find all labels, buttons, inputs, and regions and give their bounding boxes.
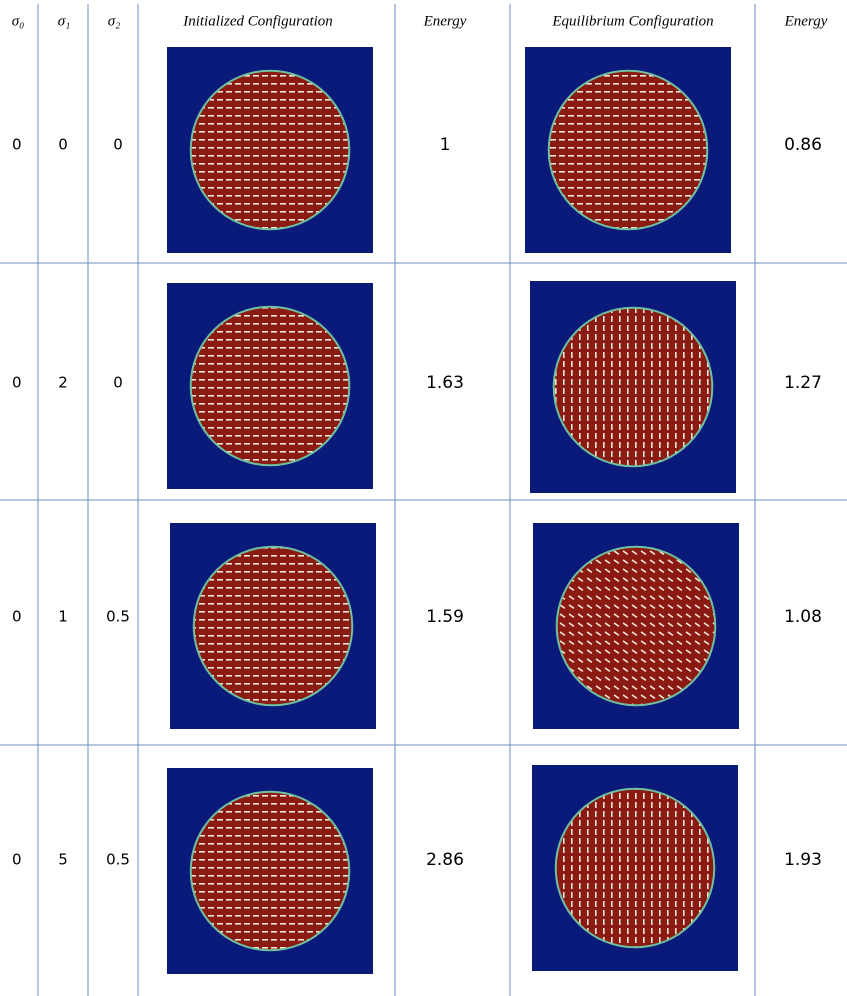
header-cell: Energy xyxy=(423,13,467,29)
domain xyxy=(549,71,707,229)
cell-value: 0 xyxy=(12,608,22,626)
cell-value: 0 xyxy=(113,374,123,392)
cell-value: 0 xyxy=(58,136,68,154)
cell-value: 1.27 xyxy=(784,373,822,393)
cell-value: 1.08 xyxy=(784,607,822,627)
cell-value: 0 xyxy=(12,374,22,392)
cell-value: 2.86 xyxy=(426,850,464,870)
domain xyxy=(191,71,349,229)
cell-value: 2 xyxy=(58,374,68,392)
header-cell: σ₂ xyxy=(108,13,121,29)
cell-value: 0.5 xyxy=(106,851,130,869)
cell-value: 1.63 xyxy=(426,373,464,393)
domain xyxy=(556,789,714,947)
cell-value: 1 xyxy=(58,608,68,626)
domain xyxy=(194,547,352,705)
header-cell: Initialized Configuration xyxy=(182,13,333,29)
cell-value: 5 xyxy=(58,851,68,869)
cell-value: 0 xyxy=(12,136,22,154)
domain xyxy=(191,307,349,465)
cell-value: 1.59 xyxy=(426,607,464,627)
domain xyxy=(557,547,715,705)
domain xyxy=(554,308,712,466)
header-cell: Equilibrium Configuration xyxy=(551,13,713,29)
cell-value: 1.93 xyxy=(784,850,822,870)
header-cell: σ₁ xyxy=(58,13,71,29)
cell-value: 0 xyxy=(12,851,22,869)
header-cell: Energy xyxy=(784,13,828,29)
domain xyxy=(191,792,349,950)
header-cell: σ₀ xyxy=(12,13,25,29)
cell-value: 0 xyxy=(113,136,123,154)
cell-value: 0.5 xyxy=(106,608,130,626)
cell-value: 1 xyxy=(440,135,451,155)
cell-value: 0.86 xyxy=(784,135,822,155)
